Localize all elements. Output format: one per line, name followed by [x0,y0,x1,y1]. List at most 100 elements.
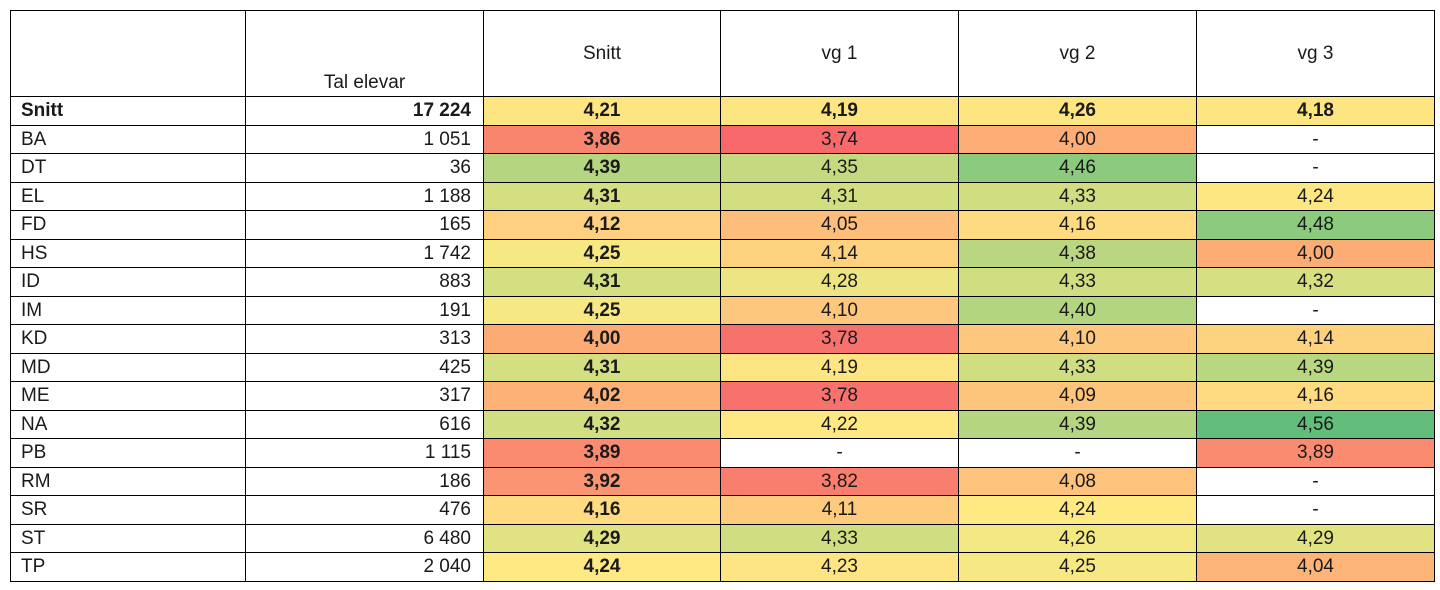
vg1-cell: - [720,438,959,468]
vg2-cell: 4,33 [958,181,1197,211]
table-row: TP 2 040 4,24 4,23 4,25 4,04 [10,552,1435,582]
row-label: SR [10,495,246,525]
row-label: FD [10,210,246,240]
vg2-cell: - [958,438,1197,468]
vg2-cell: 4,09 [958,381,1197,411]
snitt-cell: 3,92 [483,466,721,496]
snitt-cell: 4,12 [483,210,721,240]
vg2-cell: 4,24 [958,495,1197,525]
snitt-cell: 4,00 [483,324,721,354]
vg3-cell: 4,24 [1196,181,1435,211]
table-row: FD 165 4,12 4,05 4,16 4,48 [10,210,1435,240]
vg3-cell: - [1196,466,1435,496]
snitt-cell: 4,39 [483,153,721,183]
vg3-cell: 4,00 [1196,238,1435,268]
snitt-cell: 4,32 [483,409,721,439]
table-row: BA 1 051 3,86 3,74 4,00- [10,124,1435,154]
table-row: KD 313 4,00 3,78 4,10 4,14 [10,324,1435,354]
student-count-cell: 313 [245,324,484,354]
header-row-label [10,10,246,97]
vg3-cell: 4,29 [1196,523,1435,553]
snitt-cell: 4,21 [483,96,721,126]
row-label: HS [10,238,246,268]
row-label: NA [10,409,246,439]
vg2-cell: 4,33 [958,267,1197,297]
vg3-cell: - [1196,153,1435,183]
table-row: ID 883 4,31 4,28 4,33 4,32 [10,267,1435,297]
table-row: Snitt 17 224 4,21 4,19 4,26 4,18 [10,96,1435,126]
student-count-cell: 2 040 [245,552,484,582]
vg2-cell: 4,25 [958,552,1197,582]
vg1-cell: 4,10 [720,295,959,325]
row-label: KD [10,324,246,354]
vg1-cell: 4,28 [720,267,959,297]
vg2-cell: 4,26 [958,96,1197,126]
row-label: ME [10,381,246,411]
table-row: ME 317 4,02 3,78 4,09 4,16 [10,381,1435,411]
row-label: IM [10,295,246,325]
vg3-cell: 4,16 [1196,381,1435,411]
row-label: ST [10,523,246,553]
vg2-cell: 4,39 [958,409,1197,439]
table-row: ST 6 480 4,29 4,33 4,26 4,29 [10,523,1435,553]
row-label: EL [10,181,246,211]
snitt-cell: 4,31 [483,352,721,382]
header-vg2: vg 2 [958,10,1197,97]
snitt-cell: 4,29 [483,523,721,553]
student-count-cell: 616 [245,409,484,439]
row-label: PB [10,438,246,468]
student-count-cell: 1 742 [245,238,484,268]
student-count-cell: 6 480 [245,523,484,553]
vg3-cell: - [1196,295,1435,325]
snitt-cell: 3,86 [483,124,721,154]
vg1-cell: 3,74 [720,124,959,154]
vg2-cell: 4,33 [958,352,1197,382]
header-count: Tal elevar [245,10,484,97]
table-row: RM 186 3,92 3,82 4,08- [10,466,1435,496]
table-row: EL 1 188 4,31 4,31 4,33 4,24 [10,181,1435,211]
student-count-cell: 317 [245,381,484,411]
row-label: BA [10,124,246,154]
table-row: HS 1 742 4,25 4,14 4,38 4,00 [10,238,1435,268]
vg1-cell: 4,19 [720,352,959,382]
snitt-cell: 4,16 [483,495,721,525]
student-count-cell: 17 224 [245,96,484,126]
vg3-cell: 4,48 [1196,210,1435,240]
vg2-cell: 4,38 [958,238,1197,268]
results-table-container: Tal elevar Snitt vg 1 vg 2 vg 3 Snitt 17 … [10,10,1435,582]
table-row: NA 616 4,32 4,22 4,39 4,56 [10,409,1435,439]
snitt-cell: 4,24 [483,552,721,582]
vg3-cell: - [1196,495,1435,525]
table-row: MD 425 4,31 4,19 4,33 4,39 [10,352,1435,382]
vg1-cell: 4,31 [720,181,959,211]
row-label: TP [10,552,246,582]
vg3-cell: 4,32 [1196,267,1435,297]
vg1-cell: 4,33 [720,523,959,553]
row-label: ID [10,267,246,297]
snitt-cell: 4,02 [483,381,721,411]
student-count-cell: 186 [245,466,484,496]
student-count-cell: 36 [245,153,484,183]
vg3-cell: 4,39 [1196,352,1435,382]
vg1-cell: 4,14 [720,238,959,268]
student-count-cell: 476 [245,495,484,525]
row-label: RM [10,466,246,496]
vg1-cell: 3,78 [720,324,959,354]
header-vg1: vg 1 [720,10,959,97]
header-vg3: vg 3 [1196,10,1435,97]
vg2-cell: 4,16 [958,210,1197,240]
vg1-cell: 4,35 [720,153,959,183]
vg3-cell: 3,89 [1196,438,1435,468]
vg3-cell: 4,04 [1196,552,1435,582]
student-count-cell: 1 115 [245,438,484,468]
header-row: Tal elevar Snitt vg 1 vg 2 vg 3 [10,10,1435,97]
vg3-cell: 4,18 [1196,96,1435,126]
student-count-cell: 165 [245,210,484,240]
vg2-cell: 4,40 [958,295,1197,325]
vg1-cell: 4,22 [720,409,959,439]
snitt-cell: 3,89 [483,438,721,468]
snitt-cell: 4,31 [483,267,721,297]
vg2-cell: 4,00 [958,124,1197,154]
snitt-cell: 4,31 [483,181,721,211]
vg3-cell: 4,14 [1196,324,1435,354]
